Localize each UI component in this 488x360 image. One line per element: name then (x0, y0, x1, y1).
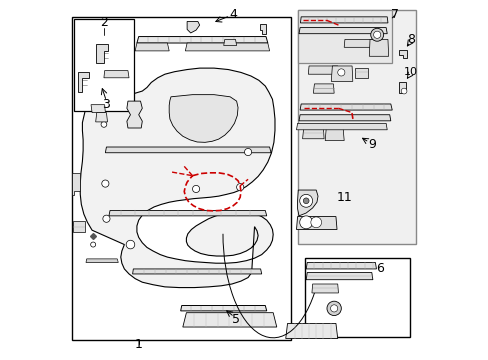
Polygon shape (72, 17, 290, 339)
Circle shape (330, 305, 337, 312)
Circle shape (337, 69, 344, 76)
Polygon shape (313, 84, 333, 93)
Circle shape (310, 217, 321, 228)
Polygon shape (132, 269, 261, 274)
Circle shape (370, 28, 383, 41)
Polygon shape (180, 306, 266, 311)
Polygon shape (260, 24, 265, 34)
Circle shape (299, 194, 312, 207)
Polygon shape (399, 50, 406, 58)
Polygon shape (187, 22, 199, 33)
Polygon shape (344, 40, 373, 47)
Circle shape (101, 122, 106, 127)
Text: 8: 8 (407, 33, 414, 46)
Polygon shape (78, 72, 88, 92)
Polygon shape (302, 128, 324, 139)
Polygon shape (297, 10, 415, 244)
Polygon shape (398, 82, 405, 93)
Polygon shape (297, 190, 317, 216)
Circle shape (236, 184, 244, 191)
Polygon shape (298, 28, 386, 34)
Polygon shape (137, 37, 267, 43)
Circle shape (102, 180, 109, 187)
Polygon shape (330, 66, 352, 81)
Polygon shape (223, 40, 236, 45)
Circle shape (126, 240, 135, 249)
Circle shape (244, 148, 251, 156)
Polygon shape (86, 259, 118, 262)
Polygon shape (126, 101, 142, 128)
Polygon shape (96, 44, 108, 63)
Polygon shape (169, 95, 238, 142)
Polygon shape (183, 313, 276, 327)
Circle shape (303, 198, 308, 204)
Polygon shape (304, 258, 409, 337)
Polygon shape (300, 104, 391, 110)
Circle shape (90, 242, 96, 247)
Polygon shape (300, 17, 387, 23)
Polygon shape (104, 71, 129, 78)
Text: 6: 6 (375, 262, 383, 275)
Polygon shape (368, 40, 388, 56)
Text: 10: 10 (403, 67, 417, 77)
Polygon shape (285, 323, 337, 338)
Polygon shape (74, 19, 134, 111)
Polygon shape (296, 123, 386, 130)
Polygon shape (305, 273, 372, 280)
Polygon shape (91, 105, 105, 113)
Text: 9: 9 (367, 138, 375, 151)
Polygon shape (65, 1, 423, 359)
Text: 2: 2 (100, 16, 108, 29)
Polygon shape (311, 284, 338, 293)
Polygon shape (297, 10, 391, 63)
Text: 1: 1 (135, 338, 142, 351)
Polygon shape (135, 43, 169, 51)
Polygon shape (72, 173, 80, 195)
Polygon shape (185, 43, 269, 51)
Circle shape (299, 216, 312, 229)
Text: 3: 3 (102, 98, 110, 111)
Circle shape (400, 88, 406, 94)
Polygon shape (109, 211, 266, 216)
Polygon shape (296, 217, 336, 229)
Circle shape (373, 31, 380, 39)
Polygon shape (354, 68, 367, 78)
Polygon shape (73, 221, 85, 232)
Polygon shape (105, 147, 270, 153)
Polygon shape (305, 262, 376, 269)
Text: 11: 11 (336, 191, 351, 204)
Text: 4: 4 (229, 8, 237, 21)
Text: 5: 5 (231, 312, 239, 326)
Circle shape (326, 301, 341, 316)
Polygon shape (96, 113, 107, 122)
Polygon shape (80, 68, 274, 288)
Polygon shape (298, 115, 390, 121)
Polygon shape (308, 66, 338, 74)
Circle shape (192, 185, 199, 193)
Polygon shape (325, 128, 344, 140)
Text: 7: 7 (390, 8, 398, 21)
Circle shape (102, 215, 110, 222)
